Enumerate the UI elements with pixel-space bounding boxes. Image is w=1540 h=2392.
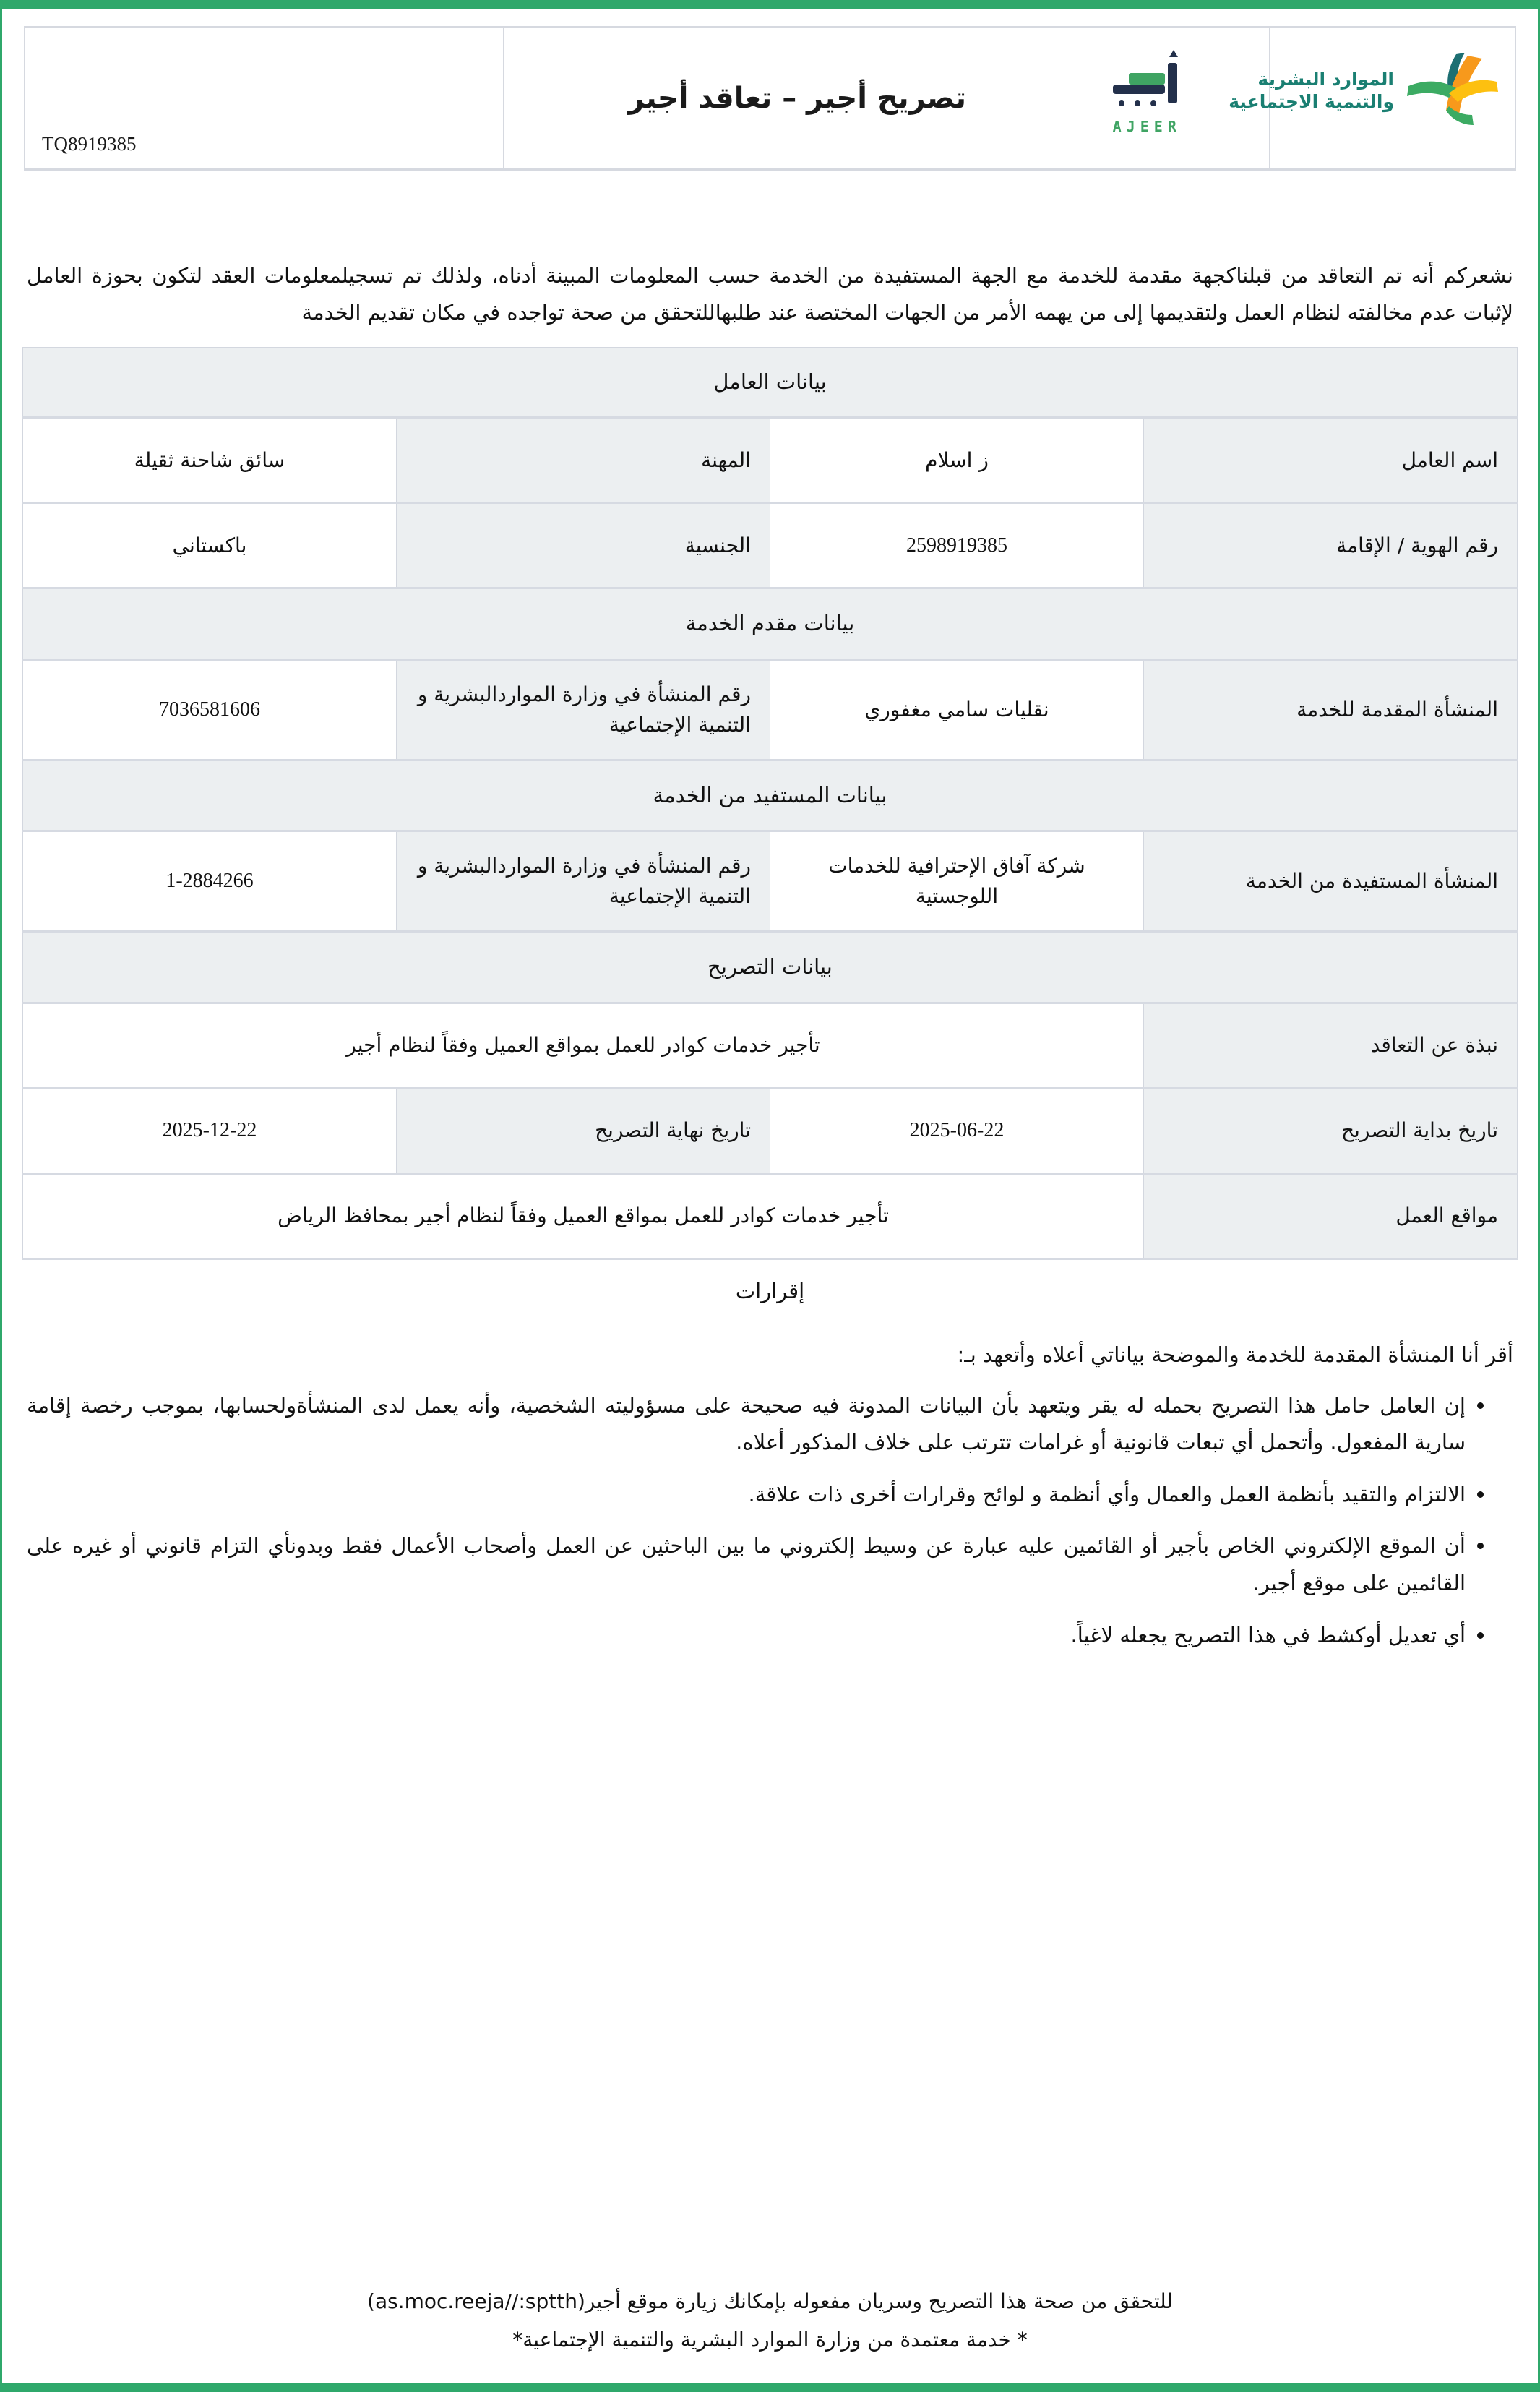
value-permit-end-date: 2025-12-22 <box>22 1087 397 1175</box>
intro-paragraph: نشعركم أنه تم التعاقد من قبلناكجهة مقدمة… <box>27 263 1513 325</box>
table-row: نبذة عن التعاقد تأجير خدمات كوادر للعمل … <box>22 1002 1518 1089</box>
footer-verification-text: للتحقق من صحة هذا التصريح وسريان مفعوله … <box>585 2289 1173 2313</box>
ajeer-arabic-glyph-icon <box>1100 47 1194 116</box>
label-work-locations: مواقع العمل <box>1143 1173 1518 1260</box>
declarations-list: إن العامل حامل هذا التصريح بحمله له يقر … <box>27 1387 1494 1655</box>
list-item: إن العامل حامل هذا التصريح بحمله له يقر … <box>27 1387 1466 1462</box>
footer-certification-line: * خدمة معتمدة من وزارة الموارد البشرية و… <box>512 2327 1028 2352</box>
table-row: رقم الهوية / الإقامة 2598919385 الجنسية … <box>22 502 1518 589</box>
label-beneficiary-establishment: المنشأة المستفيدة من الخدمة <box>1143 831 1518 933</box>
ministry-line-1: الموارد البشرية <box>1257 69 1394 90</box>
ministry-wordmark: الموارد البشرية والتنمية الاجتماعية <box>1229 69 1394 113</box>
list-item: أن الموقع الإلكتروني الخاص بأجير أو القا… <box>27 1527 1466 1602</box>
value-provider-establishment: نقليات سامي مغفوري <box>770 659 1144 761</box>
value-permit-start-date: 2025-06-22 <box>770 1087 1144 1175</box>
section-heading-worker: بيانات العامل <box>22 346 1518 419</box>
table-row: المنشأة المستفيدة من الخدمة شركة آفاق ال… <box>22 831 1518 933</box>
ministry-line-2: والتنمية الاجتماعية <box>1229 91 1394 112</box>
list-item: أي تعديل أوكشط في هذا التصريح يجعله لاغي… <box>27 1617 1466 1655</box>
logo-group: الموارد البشرية والتنمية الاجتماعية AJ <box>1096 47 1500 135</box>
label-permit-end-date: تاريخ نهاية التصريح <box>396 1087 770 1175</box>
label-contract-summary: نبذة عن التعاقد <box>1143 1002 1518 1089</box>
table-section-row: بيانات العامل <box>22 346 1518 419</box>
table-section-row: بيانات التصريح <box>22 931 1518 1004</box>
document-footer: للتحقق من صحة هذا التصريح وسريان مفعوله … <box>2 2282 1538 2359</box>
declarations-lead: أقر أنا المنشأة المقدمة للخدمة والموضحة … <box>957 1342 1513 1367</box>
footer-verification-line: للتحقق من صحة هذا التصريح وسريان مفعوله … <box>2 2282 1538 2320</box>
list-item: الالتزام والتقيد بأنظمة العمل والعمال وأ… <box>27 1476 1466 1514</box>
label-id-number: رقم الهوية / الإقامة <box>1143 502 1518 589</box>
section-heading-provider: بيانات مقدم الخدمة <box>22 588 1518 661</box>
label-permit-start-date: تاريخ بداية التصريح <box>1143 1087 1518 1175</box>
value-beneficiary-establishment: شركة آفاق الإحترافية للخدمات اللوجستية <box>770 831 1144 933</box>
label-nationality: الجنسية <box>396 502 770 589</box>
value-work-locations: تأجير خدمات كوادر للعمل بمواقع العميل وف… <box>22 1173 1144 1260</box>
declarations-title: إقرارات <box>735 1278 805 1303</box>
label-worker-name: اسم العامل <box>1143 417 1518 504</box>
transaction-number: TQ8919385 <box>42 133 137 155</box>
label-profession: المهنة <box>396 417 770 504</box>
table-row: تاريخ بداية التصريح 2025-06-22 تاريخ نها… <box>22 1087 1518 1175</box>
page-title: تصريح أجير – تعاقد أجير <box>627 82 966 115</box>
label-beneficiary-establishment-number: رقم المنشأة في وزارة المواردالبشرية و ال… <box>396 831 770 933</box>
value-id-number: 2598919385 <box>770 502 1144 589</box>
ajeer-logo: AJEER <box>1100 47 1194 135</box>
table-row: مواقع العمل تأجير خدمات كوادر للعمل بموا… <box>22 1173 1518 1260</box>
value-profession: سائق شاحنة ثقيلة <box>22 417 397 504</box>
value-contract-summary: تأجير خدمات كوادر للعمل بمواقع العميل وف… <box>22 1002 1144 1089</box>
value-provider-establishment-number: 7036581606 <box>22 659 397 761</box>
table-row: المنشأة المقدمة للخدمة نقليات سامي مغفور… <box>22 659 1518 761</box>
value-beneficiary-establishment-number: 1-2884266 <box>22 831 397 933</box>
section-heading-permit: بيانات التصريح <box>22 931 1518 1004</box>
document-header: الموارد البشرية والتنمية الاجتماعية AJ <box>24 26 1516 171</box>
table-section-row: بيانات مقدم الخدمة <box>22 588 1518 661</box>
label-provider-establishment-number: رقم المنشأة في وزارة المواردالبشرية و ال… <box>396 659 770 761</box>
ministry-logo-icon <box>1404 50 1500 132</box>
table-section-row: بيانات المستفيد من الخدمة <box>22 759 1518 832</box>
table-row: اسم العامل ز اسلام المهنة سائق شاحنة ثقي… <box>22 417 1518 504</box>
value-worker-name: ز اسلام <box>770 417 1144 504</box>
details-table: بيانات العامل اسم العامل ز اسلام المهنة … <box>22 346 1518 1260</box>
header-divider-right <box>1269 26 1270 171</box>
value-nationality: باكستاني <box>22 502 397 589</box>
header-divider-left <box>503 26 504 171</box>
ajeer-website-url: (as.moc.reeja//:sptth) <box>367 2289 585 2313</box>
section-heading-beneficiary: بيانات المستفيد من الخدمة <box>22 759 1518 832</box>
label-provider-establishment: المنشأة المقدمة للخدمة <box>1143 659 1518 761</box>
ajeer-latin-wordmark: AJEER <box>1112 118 1182 135</box>
